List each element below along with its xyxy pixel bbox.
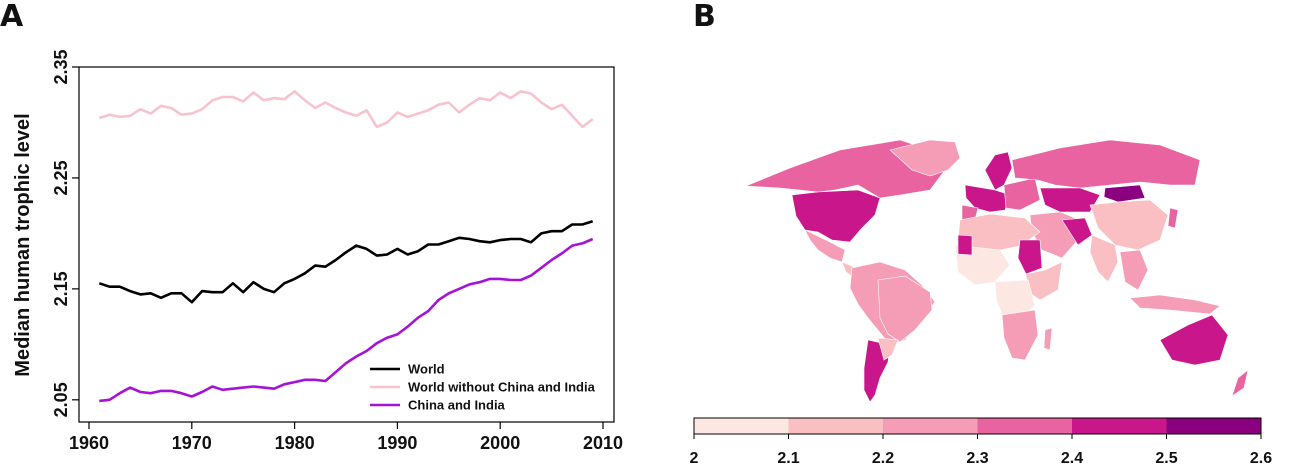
map-region-mongolia	[1103, 184, 1146, 203]
map-region-southern-africa	[1001, 309, 1039, 361]
series-line-0	[98, 219, 594, 304]
map-region-madagascar	[1043, 327, 1053, 351]
y-tick-label: 2.15	[51, 271, 71, 306]
map-region-southeast-asia	[1119, 249, 1149, 291]
map-region-mexico	[804, 229, 846, 263]
legend-label-2: China and India	[408, 398, 506, 413]
legend: World World without China and India China …	[370, 362, 596, 413]
legend-label-1: World without China and India	[408, 380, 596, 395]
y-tick-label: 2.05	[51, 382, 71, 417]
map-region-india	[1089, 234, 1119, 283]
map-region-southern-cone	[877, 337, 899, 361]
map-region-russia	[1011, 139, 1201, 189]
panel-a-label: A	[0, 0, 24, 34]
world-map	[745, 139, 1249, 403]
plot-frame	[78, 66, 615, 423]
map-region-brazil	[877, 275, 933, 343]
colorbar-tick-label: 2.3	[966, 450, 988, 467]
colorbar-tick-label: 2.2	[872, 450, 894, 467]
y-axis-label: Median human trophic level	[12, 113, 34, 376]
series-line-2	[99, 237, 594, 403]
map-region-new-zealand	[1231, 369, 1249, 397]
colorbar-tick-label: 2	[690, 450, 699, 467]
x-axis: 1960 1970 1980 1990 2000 2010	[69, 422, 623, 453]
colorbar: 2 2.1 2.2 2.3 2.4 2.5 2.6	[690, 417, 1272, 467]
colorbar-bin-2	[883, 418, 978, 434]
map-region-eastern-europe	[1003, 177, 1041, 211]
map-region-western-europe	[964, 184, 1011, 213]
map-region-japan	[1167, 207, 1179, 229]
x-tick-label: 1990	[377, 433, 417, 453]
map-region-mauritania	[957, 234, 973, 256]
x-tick-label: 1960	[69, 433, 109, 453]
map-region-australia	[1159, 314, 1229, 366]
colorbar-bin-4	[1072, 418, 1167, 434]
map-region-china	[1089, 199, 1169, 251]
map-region-sudan	[1017, 239, 1043, 275]
line-chart: 2.05 2.15 2.25 2.35 1960 1970 1980 1990 2000 201…	[12, 49, 623, 453]
colorbar-tick-label: 2.1	[777, 450, 799, 467]
x-tick-label: 2010	[583, 433, 623, 453]
y-tick-label: 2.25	[51, 160, 71, 195]
legend-label-0: World	[408, 362, 445, 377]
colorbar-tick-label: 2.4	[1061, 450, 1083, 467]
y-tick-label: 2.35	[51, 49, 71, 84]
map-region-usa	[791, 189, 881, 243]
panel-b-label: B	[693, 0, 716, 34]
map-region-indonesia	[1129, 294, 1221, 315]
series-lines	[98, 90, 594, 403]
colorbar-bin-0	[694, 418, 789, 434]
x-tick-label: 2000	[480, 433, 520, 453]
y-axis: 2.05 2.15 2.25 2.35	[51, 49, 79, 417]
colorbar-tick-label: 2.5	[1155, 450, 1177, 467]
colorbar-bin-3	[977, 418, 1072, 434]
colorbar-tick-label: 2.6	[1250, 450, 1272, 467]
x-tick-label: 1970	[172, 433, 212, 453]
colorbar-bin-5	[1166, 418, 1261, 434]
colorbar-bin-1	[788, 418, 883, 434]
x-tick-label: 1980	[275, 433, 315, 453]
map-region-greenland	[889, 139, 961, 177]
map-region-central-asia	[1039, 187, 1101, 213]
series-line-1	[98, 90, 594, 129]
